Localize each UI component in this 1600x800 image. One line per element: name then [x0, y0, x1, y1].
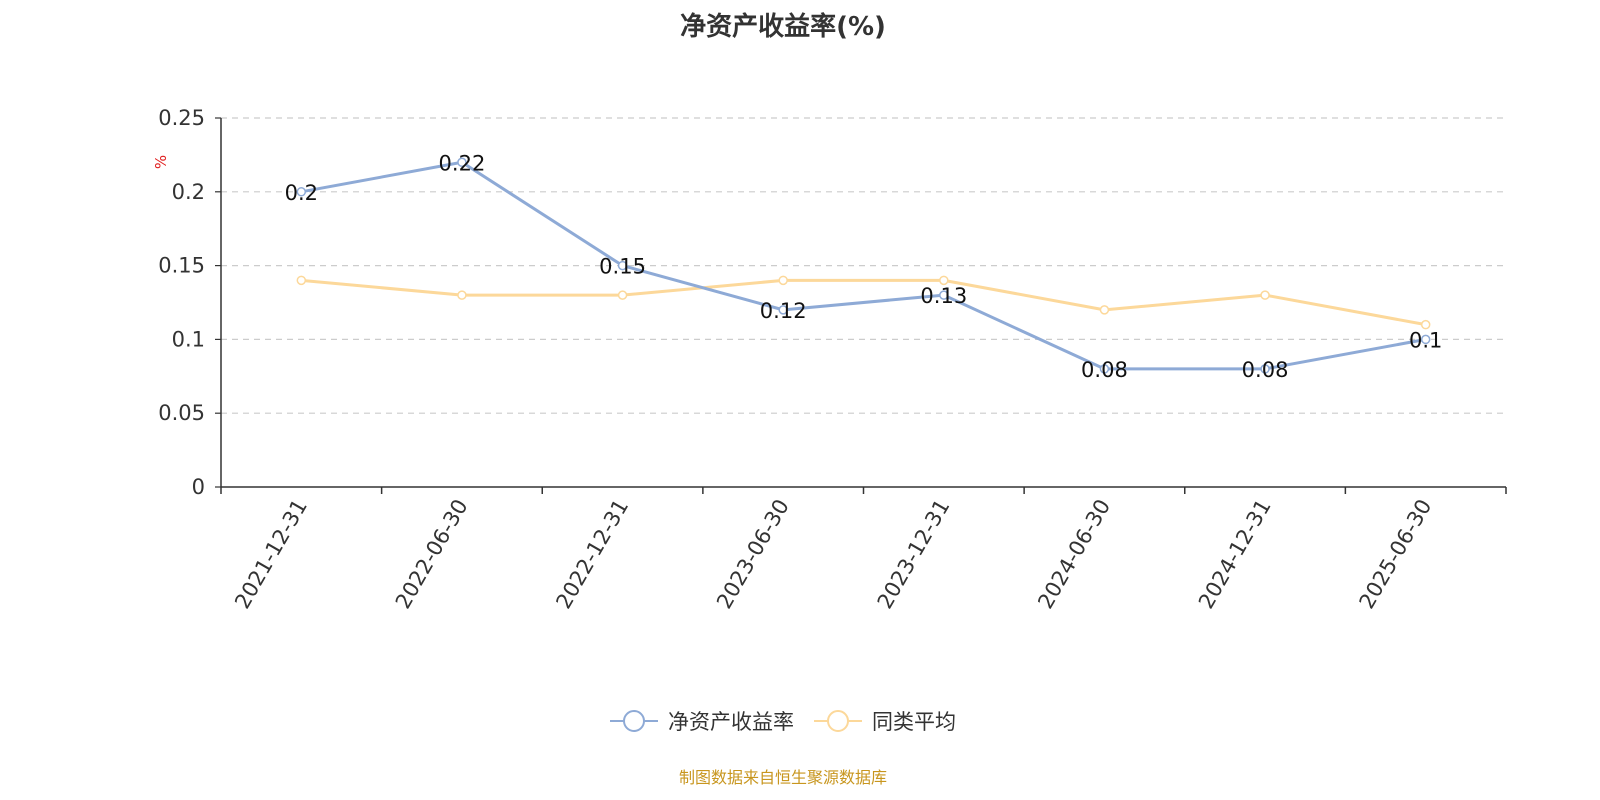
- x-tick-label: 2021-12-31: [230, 495, 312, 613]
- data-point-roe[interactable]: [939, 290, 949, 300]
- data-point-peer-average[interactable]: [939, 275, 949, 286]
- legend-label-peer-average: 同类平均: [872, 710, 956, 734]
- chart-title: 净资产收益率(%): [680, 12, 886, 42]
- x-tick-label: 2024-06-30: [1033, 495, 1115, 613]
- y-axis-unit-label: %: [152, 155, 170, 169]
- legend: 净资产收益率 同类平均: [0, 706, 1566, 736]
- grid-lines: [221, 117, 1506, 414]
- x-tick-label: 2023-06-30: [712, 495, 794, 613]
- x-tick-label: 2023-12-31: [873, 495, 955, 613]
- data-label: 0.2: [285, 181, 318, 205]
- legend-item-roe[interactable]: 净资产收益率: [610, 706, 794, 736]
- data-point-roe[interactable]: [1260, 364, 1270, 374]
- data-label: 0.1: [1409, 328, 1442, 352]
- y-tick-label: 0.25: [158, 106, 205, 130]
- data-labels: 0.2 0.22 0.15 0.12 0.13 0.08 0.08 0.1: [285, 151, 1443, 382]
- legend-label-roe: 净资产收益率: [668, 710, 794, 734]
- data-point-peer-average[interactable]: [778, 275, 788, 286]
- data-label: 0.12: [760, 299, 807, 323]
- data-point-peer-average[interactable]: [457, 290, 467, 300]
- data-label: 0.08: [1081, 358, 1128, 382]
- series-line-roe: [301, 160, 1426, 371]
- series-line-peer-average: [301, 278, 1426, 327]
- data-label: 0.13: [920, 284, 967, 308]
- data-point-peer-average[interactable]: [617, 290, 628, 300]
- x-tick-label: 2022-12-31: [551, 495, 633, 613]
- data-point-roe[interactable]: [617, 260, 628, 271]
- y-tick-label: 0: [192, 475, 205, 499]
- y-tick-label: 0.2: [172, 180, 205, 204]
- legend-marker-roe: [610, 710, 658, 732]
- data-label: 0.15: [599, 255, 646, 279]
- data-point-peer-average[interactable]: [1260, 290, 1270, 300]
- legend-marker-peer-average: [814, 710, 862, 732]
- data-point-peer-average[interactable]: [1420, 319, 1431, 330]
- y-tick-label: 0.15: [158, 254, 205, 278]
- data-label: 0.08: [1242, 358, 1289, 382]
- y-tick-label: 0.1: [172, 327, 205, 351]
- y-tick-label: 0.05: [158, 401, 205, 425]
- data-point-roe[interactable]: [296, 187, 307, 197]
- x-tick-label: 2022-06-30: [391, 495, 473, 613]
- data-label: 0.22: [439, 151, 486, 175]
- data-point-roe[interactable]: [1099, 364, 1110, 374]
- data-point-peer-average[interactable]: [1099, 305, 1110, 315]
- source-note: 制图数据来自恒生聚源数据库: [678, 768, 887, 787]
- data-point-peer-average[interactable]: [296, 275, 307, 286]
- legend-item-peer-average[interactable]: 同类平均: [814, 706, 956, 736]
- x-tick-label: 2024-12-31: [1194, 495, 1276, 613]
- series-lines: [296, 157, 1431, 374]
- x-tick-label: 2025-06-30: [1355, 495, 1437, 613]
- data-point-roe[interactable]: [778, 305, 788, 315]
- data-point-roe[interactable]: [1420, 334, 1431, 345]
- data-point-roe[interactable]: [457, 157, 467, 168]
